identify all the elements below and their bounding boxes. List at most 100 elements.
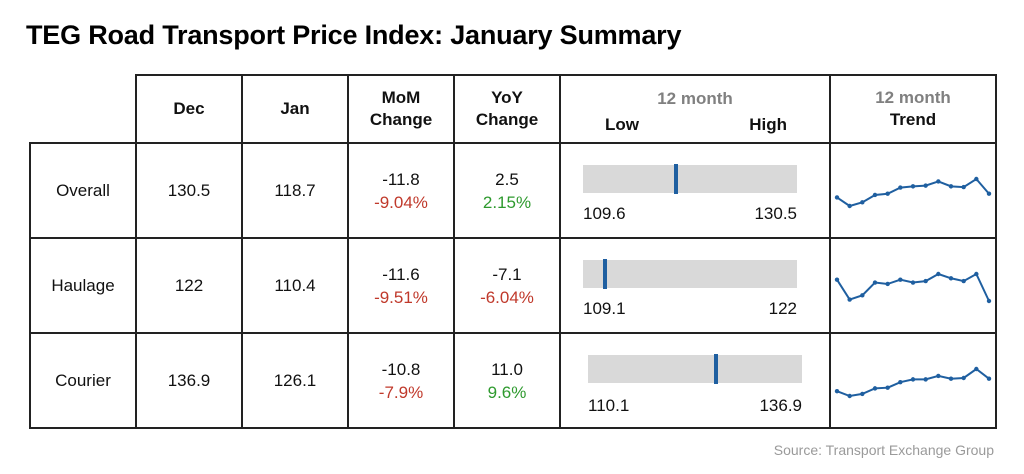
range-bar [588,355,802,383]
table-row: Overall 130.5 118.7 -11.8 -9.04% 2.5 2.1… [29,142,997,239]
sparkline-line [836,272,990,302]
header-mom-line2: Change [369,110,433,129]
range-high-value: 136.9 [759,396,802,415]
yoy-cell: 2.5 2.15% [453,142,561,239]
sparkline-line [836,367,990,398]
header-yoy-line1: YoY [491,88,523,107]
header-yoy: YoY Change [453,74,561,144]
sparkline-point [834,195,840,200]
sparkline-point [910,280,916,285]
header-yoy-line2: Change [475,110,539,129]
yoy-value: 11.0 [491,359,523,379]
yoy-percent: 2.15% [482,192,532,212]
sparkline-point [847,297,852,302]
header-mom: MoM Change [347,74,455,144]
sparkline [834,176,992,209]
range-low-value: 109.6 [583,204,626,223]
row-label: Courier [29,332,137,429]
sparkline-point [961,375,966,381]
sparkline-point [872,386,878,391]
sparkline-point [948,184,954,189]
header-range: 12 month Low High [559,74,831,144]
current-marker [713,354,718,384]
current-marker [602,259,607,289]
trend-cell [829,237,997,334]
header-range-high: High [749,115,787,134]
sparkline-point [834,388,840,394]
yoy-cell: 11.0 9.6% [453,332,561,429]
range-low-value: 110.1 [588,396,630,415]
range-bar [583,260,797,288]
sparkline-point [974,366,979,372]
range-high-value: 130.5 [754,204,797,223]
mom-percent: -7.9% [378,382,424,402]
range-low-value: 109.1 [583,299,626,318]
mom-percent: -9.51% [374,287,428,307]
sparkline-point [860,200,865,205]
range-high-value: 122 [768,299,797,318]
sparkline-point [986,191,992,196]
sparkline-point [948,276,954,281]
row-label: Haulage [29,237,137,334]
table-row: Courier 136.9 126.1 -10.8 -7.9% 11.0 9.6… [29,332,997,429]
table-row: Haulage 122 110.4 -11.6 -9.51% -7.1 -6.0… [29,237,997,334]
sparkline-point [885,191,890,196]
summary-table: Dec Jan MoM Change YoY Change 12 month L… [29,74,997,429]
sparkline-point [961,278,966,284]
dec-value: 122 [135,237,243,334]
current-marker [674,164,679,194]
page-title: TEG Road Transport Price Index: January … [26,20,682,50]
sparkline-point [936,271,941,277]
mom-cell: -10.8 -7.9% [347,332,455,429]
sparkline-point [872,192,878,198]
header-jan: Jan [241,74,349,144]
sparkline-point [885,385,890,390]
sparkline-point [923,377,928,382]
sparkline-point [872,280,878,285]
header-trend-label: Trend [889,110,937,129]
mom-cell: -11.8 -9.04% [347,142,455,239]
trend-cell [829,142,997,239]
sparkline-point [974,176,979,182]
dec-value: 130.5 [135,142,243,239]
corner-cell [30,75,137,144]
mom-cell: -11.6 -9.51% [347,237,455,334]
sparkline-point [974,271,979,277]
row-label: Overall [29,142,137,239]
range-cell: 109.6 130.5 [559,142,831,239]
sparkline-point [986,298,992,304]
source-note: Source: Transport Exchange Group [773,442,994,458]
dec-value: 136.9 [135,332,243,429]
range-cell: 109.1 122 [559,237,831,334]
sparkline-point [936,373,941,379]
sparkline-point [986,376,992,381]
mom-value: -11.6 [382,264,420,284]
header-dec: Dec [135,74,243,144]
mom-value: -10.8 [381,359,421,379]
sparkline-line [836,177,990,208]
trend-cell [829,332,997,429]
sparkline-point [910,377,916,382]
sparkline [834,366,992,399]
header-trend-12month: 12 month [875,88,951,107]
yoy-cell: -7.1 -6.04% [453,237,561,334]
sparkline-point [847,393,852,399]
yoy-percent: 9.6% [487,382,527,402]
sparkline-point [847,203,852,209]
header-trend: 12 month Trend [829,74,997,144]
mom-value: -11.8 [382,169,420,189]
header-mom-line1: MoM [381,88,421,107]
jan-value: 110.4 [241,237,349,334]
sparkline-point [923,278,928,284]
sparkline-point [961,184,966,190]
sparkline-point [898,277,903,282]
header-range-12month: 12 month [657,89,733,108]
range-bar [583,165,797,193]
yoy-percent: -6.04% [480,287,534,307]
yoy-value: -7.1 [492,264,522,284]
sparkline [834,271,992,304]
sparkline-point [936,179,941,184]
sparkline-point [860,391,865,397]
sparkline-point [885,281,890,287]
range-cell: 110.1 136.9 [559,332,831,429]
